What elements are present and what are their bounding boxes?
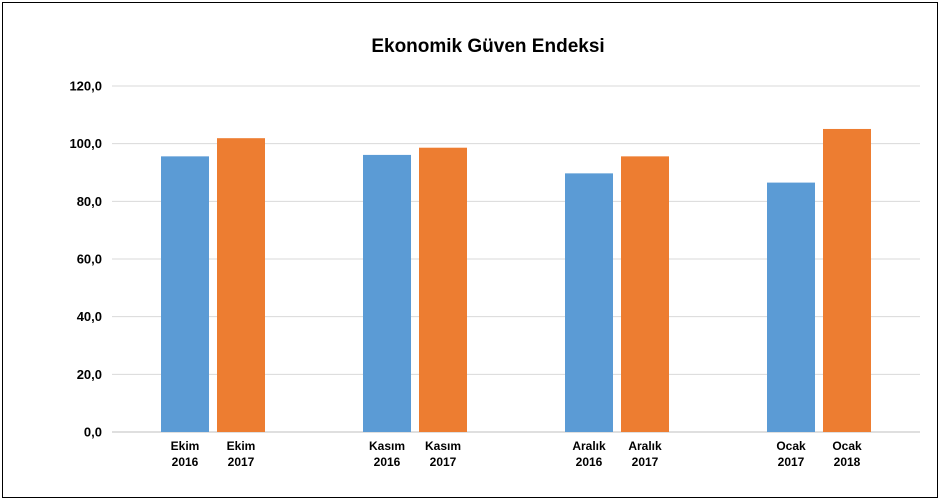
- x-label-month: Ekim: [171, 439, 200, 453]
- y-tick-label: 100,0: [69, 136, 102, 151]
- x-label-month: Ocak: [776, 439, 806, 453]
- x-label-month: Kasım: [369, 439, 405, 453]
- x-label-month: Kasım: [425, 439, 461, 453]
- bar-aralık-2017: [621, 156, 669, 432]
- y-tick-label: 0,0: [84, 425, 102, 440]
- chart-title: Ekonomik Güven Endeksi: [371, 36, 604, 57]
- x-label-year: 2017: [632, 455, 659, 469]
- bar-ekim-2016: [161, 156, 209, 432]
- x-label-month: Ocak: [832, 439, 862, 453]
- y-tick-label: 80,0: [77, 194, 102, 209]
- y-tick-label: 40,0: [77, 309, 102, 324]
- x-label-month: Aralık: [572, 439, 606, 453]
- bar-ekim-2017: [217, 138, 265, 432]
- bar-ocak-2018: [823, 128, 871, 432]
- x-axis-labels: Ekim 2016 Ekim 2017 Kasım 2016 Kasım 2017 Aralık…: [171, 439, 862, 469]
- x-label-year: 2016: [172, 455, 199, 469]
- x-label-year: 2017: [778, 455, 805, 469]
- x-label-year: 2017: [228, 455, 255, 469]
- bar-aralık-2016: [565, 173, 613, 433]
- x-label-year: 2016: [374, 455, 401, 469]
- x-label-month: Ekim: [227, 439, 256, 453]
- bars: [161, 128, 871, 433]
- y-tick-label: 20,0: [77, 367, 102, 382]
- bar-kasım-2016: [363, 154, 411, 432]
- x-label-year: 2016: [576, 455, 603, 469]
- bar-kasım-2017: [419, 147, 467, 432]
- x-label-month: Aralık: [628, 439, 662, 453]
- y-axis-ticks: 0,0 20,0 40,0 60,0 80,0 100,0 120,0: [69, 79, 102, 440]
- x-label-year: 2018: [834, 455, 861, 469]
- bar-ocak-2017: [767, 182, 815, 432]
- y-tick-label: 60,0: [77, 252, 102, 267]
- x-label-year: 2017: [430, 455, 457, 469]
- y-tick-label: 120,0: [69, 79, 102, 94]
